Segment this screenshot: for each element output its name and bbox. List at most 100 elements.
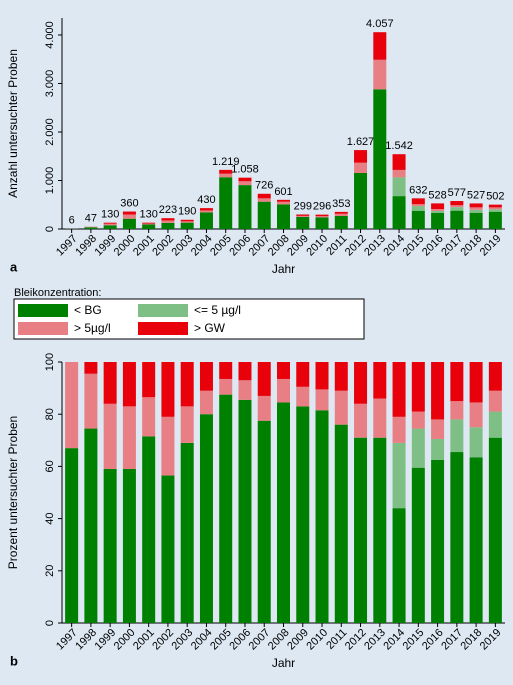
bar-segment [161,218,175,221]
total-label: 296 [313,201,331,213]
bar-segment [199,208,213,211]
bar-segment [84,362,98,374]
x-tick-label: 2007 [247,233,273,259]
x-tick-label: 2018 [458,627,484,653]
bar-segment [180,219,194,222]
legend-title: Bleikonzentration: [14,287,101,299]
bar-segment [392,196,406,229]
bar-segment [296,406,310,623]
bar-segment [488,207,502,210]
x-tick-label: 2005 [208,233,234,259]
y-tick-label: 20 [44,565,56,577]
bar-segment [334,390,348,425]
total-label: 299 [294,200,312,212]
bar-segment [450,207,464,211]
bar-segment [161,222,175,229]
bar-segment [411,210,425,229]
x-tick-label: 2016 [420,627,446,653]
bar-segment [103,223,117,226]
bar-segment [103,222,117,224]
bar-segment [142,397,156,437]
bar-segment [450,201,464,206]
bar-segment [373,59,387,90]
bar-segment [392,169,406,178]
x-tick-label: 2005 [208,627,234,653]
total-label: 1.219 [212,156,240,168]
bar-segment [334,213,348,217]
bar-segment [450,205,464,208]
bar-segment [103,362,117,404]
bar-segment [354,172,368,229]
bar-segment [142,362,156,398]
x-tick-label: 1998 [73,627,99,653]
bar-segment [161,475,175,623]
total-label: 430 [197,194,215,206]
bar-segment [103,225,117,229]
bar-segment [373,32,387,60]
bar-segment [431,438,445,460]
legend-swatch [138,304,188,317]
bar-segment [431,210,445,213]
total-label: 353 [332,198,350,210]
bar-segment [84,428,98,623]
total-label: 130 [101,209,119,221]
x-tick-label: 2008 [266,233,292,259]
bar-segment [180,442,194,623]
x-tick-label: 2008 [266,627,292,653]
bar-segment [142,222,156,224]
bar-segment [238,380,252,400]
bar-segment [469,427,483,458]
bar-segment [392,154,406,170]
x-tick-label: 2017 [439,233,465,259]
bar-segment [161,416,175,476]
total-label: 4.057 [366,18,394,30]
total-label: 632 [409,184,427,196]
bar-segment [469,209,483,213]
bar-segment [277,201,290,205]
y-tick-label: 0 [44,226,56,232]
bar-segment [354,362,368,404]
bar-segment [315,410,329,623]
total-label: 527 [467,189,485,201]
total-label: 360 [120,197,138,209]
x-tick-label: 2002 [150,233,176,259]
bar-segment [469,457,483,623]
bar-segment [354,150,368,163]
bar-segment [373,362,387,399]
bar-segment [334,424,348,623]
bar-segment [431,362,445,420]
bar-segment [65,362,79,449]
bar-segment [315,389,329,411]
x-axis-label: Jahr [272,656,295,670]
bar-segment [257,201,271,229]
x-tick-label: 2001 [131,627,157,653]
bar-segment [431,212,445,229]
bar-segment [450,452,464,623]
bar-segment [411,206,425,211]
bar-segment [296,214,310,216]
bar-segment [392,362,406,417]
legend-swatch [18,322,68,335]
x-tick-label: 1998 [73,233,99,259]
bar-segment [180,362,194,407]
bar-segment [411,411,425,429]
x-tick-label: 2013 [362,233,388,259]
x-tick-label: 2010 [304,233,330,259]
x-tick-label: 1997 [54,627,80,653]
legend-label: < BG [74,303,102,317]
y-tick-label: 1.000 [44,167,56,195]
bar-segment [469,207,483,210]
x-tick-label: 2003 [170,627,196,653]
bar-segment [122,469,136,623]
y-tick-label: 4.000 [44,21,56,49]
x-tick-label: 2009 [285,627,311,653]
bar-segment [296,362,310,387]
bar-segment [199,212,213,229]
y-axis-label: Anzahl untersuchter Proben [6,49,20,198]
bar-segment [392,508,406,623]
bar-segment [488,437,502,623]
x-tick-label: 2001 [131,233,157,259]
bar-segment [411,198,425,205]
legend-label: > GW [194,321,226,335]
